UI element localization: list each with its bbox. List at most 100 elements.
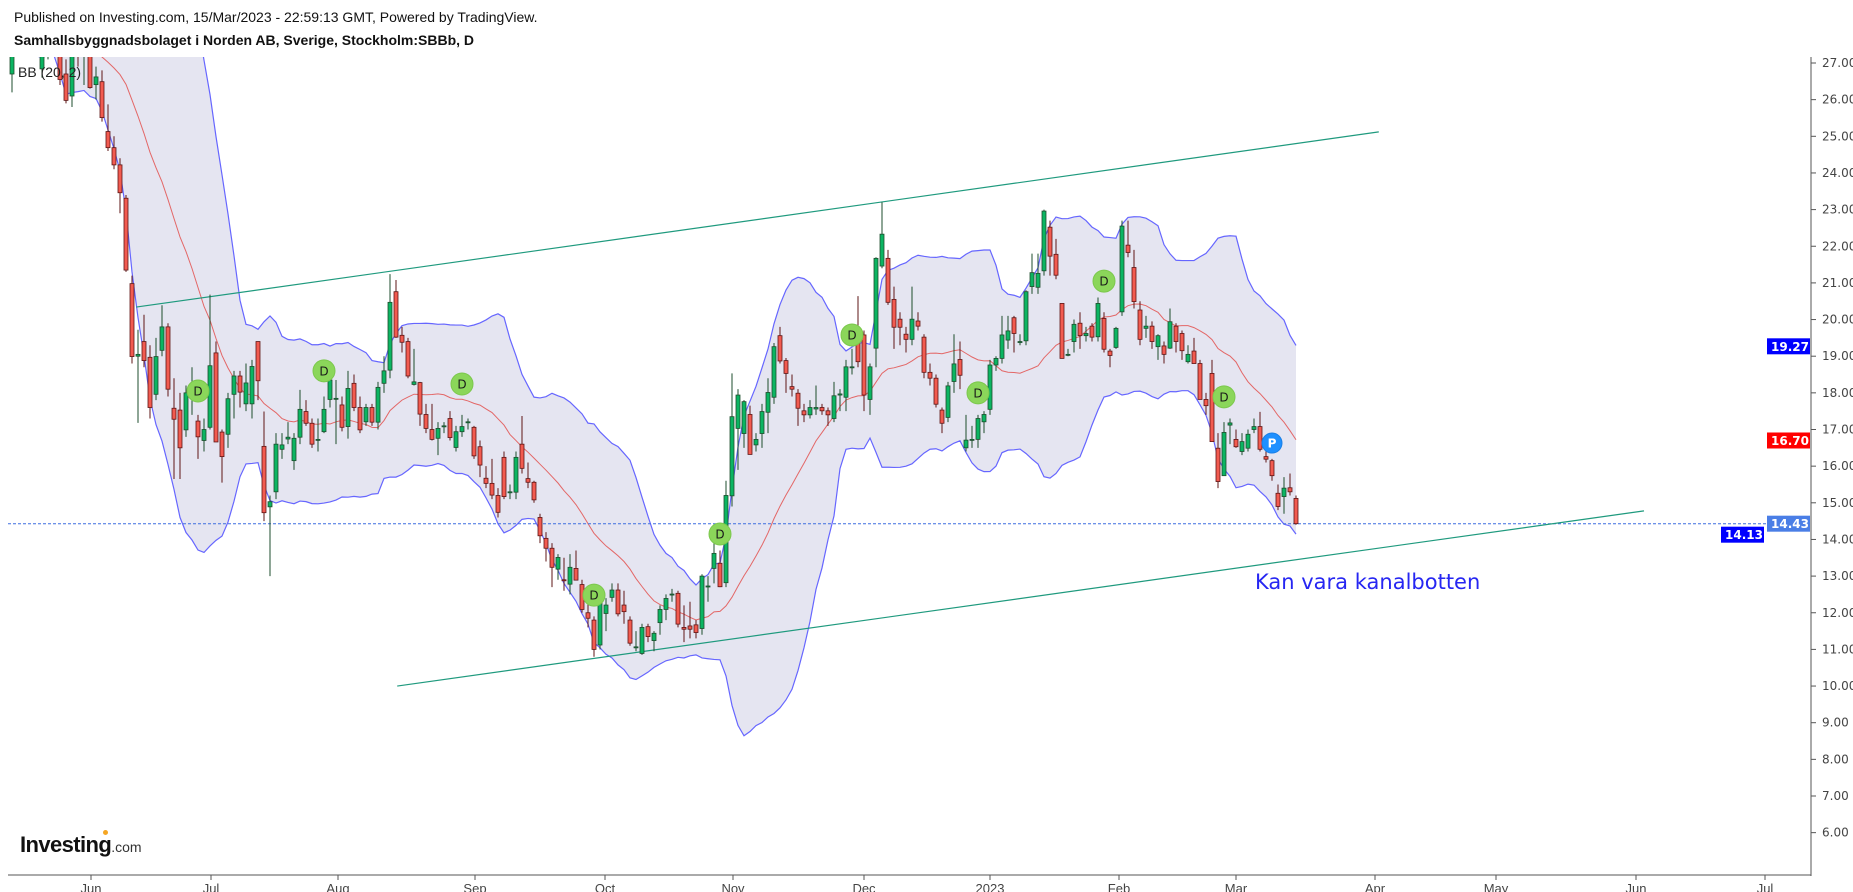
- candle: [1251, 418, 1257, 434]
- candle-body: [357, 407, 363, 431]
- candle-body: [117, 164, 123, 194]
- candle-body: [1203, 399, 1209, 407]
- candle-body: [525, 478, 531, 483]
- candle-body: [795, 392, 801, 409]
- candle-body: [507, 491, 513, 494]
- candle-body: [1293, 498, 1299, 525]
- candle: [573, 550, 579, 581]
- p-marker[interactable]: P: [1261, 432, 1283, 454]
- indicator-legend-bb[interactable]: BB (20, 2): [18, 64, 82, 80]
- candle-body: [1161, 345, 1167, 355]
- candle: [549, 543, 555, 588]
- candle-body: [729, 416, 735, 497]
- candle: [363, 403, 369, 426]
- price-tick-label: 11.00: [1822, 642, 1853, 656]
- candle-body: [123, 197, 129, 271]
- price-label-value: 19.27: [1771, 340, 1809, 354]
- candle: [16, 4, 20, 41]
- candle: [807, 400, 813, 419]
- candle: [927, 363, 933, 386]
- marker-label: D: [1099, 275, 1108, 289]
- dividend-marker[interactable]: D: [840, 323, 864, 347]
- candle-body: [609, 589, 615, 598]
- dividend-marker[interactable]: D: [966, 381, 990, 405]
- candle-body: [46, 34, 50, 45]
- marker-circle: [840, 323, 864, 347]
- candle: [783, 358, 789, 393]
- price-tick-label: 9.00: [1822, 716, 1849, 730]
- candle: [28, 4, 32, 37]
- price-tick-label: 17.00: [1822, 423, 1853, 437]
- candle: [477, 440, 483, 478]
- dividend-marker[interactable]: D: [450, 372, 474, 396]
- candle: [879, 202, 885, 269]
- candle-body: [573, 568, 579, 581]
- candle-body: [1077, 322, 1083, 337]
- candle: [489, 458, 495, 500]
- candle: [1173, 323, 1179, 353]
- candle-body: [813, 407, 819, 410]
- investing-logo: Investing.com: [20, 830, 142, 858]
- candle-body: [999, 334, 1005, 359]
- candle-body: [933, 377, 939, 405]
- candle: [1185, 345, 1191, 364]
- candle-body: [159, 326, 165, 351]
- candle: [825, 407, 831, 426]
- candle: [561, 557, 567, 591]
- trendline-lower[interactable]: [397, 510, 1645, 687]
- price-tick-label: 8.00: [1822, 752, 1849, 766]
- candle-body: [693, 624, 699, 633]
- candle: [1203, 392, 1209, 415]
- candle-body: [543, 537, 549, 549]
- candle-body: [249, 366, 255, 405]
- candle: [279, 433, 285, 459]
- candle-body: [891, 298, 897, 328]
- candle: [939, 407, 945, 434]
- candle-body: [849, 366, 855, 369]
- candle: [153, 337, 159, 401]
- trendline-upper[interactable]: [136, 131, 1379, 308]
- candle-body: [681, 627, 687, 630]
- dividend-marker[interactable]: D: [312, 359, 336, 383]
- candle-body: [411, 381, 417, 385]
- dividend-marker[interactable]: D: [708, 522, 732, 546]
- candle: [687, 601, 693, 639]
- dividend-marker[interactable]: D: [186, 379, 210, 403]
- candle-body: [1113, 327, 1119, 348]
- dividend-marker[interactable]: D: [582, 583, 606, 607]
- candle: [63, 59, 69, 104]
- chart-annotation-text[interactable]: Kan vara kanalbotten: [1255, 570, 1481, 594]
- price-tick-label: 12.00: [1822, 606, 1853, 620]
- candle: [915, 312, 921, 331]
- price-label-badge: 14.13: [1721, 526, 1764, 543]
- candle-body: [879, 233, 885, 267]
- candle-body: [267, 501, 273, 508]
- candle-body: [981, 414, 987, 423]
- time-tick-label: Oct: [595, 881, 616, 892]
- dividend-marker[interactable]: D: [1092, 269, 1116, 293]
- candle: [951, 334, 957, 393]
- candle-body: [759, 411, 765, 434]
- candle-body: [321, 408, 327, 433]
- candle-body: [1137, 309, 1143, 340]
- candle-body: [951, 363, 957, 382]
- dividend-marker[interactable]: D: [1212, 385, 1236, 409]
- candle: [1239, 433, 1245, 456]
- marker-label: D: [589, 589, 598, 603]
- candle-body: [429, 429, 435, 440]
- candle-body: [1239, 441, 1245, 452]
- candle-body: [555, 557, 561, 570]
- candle-body: [87, 57, 93, 88]
- candle: [903, 326, 909, 353]
- candle-body: [867, 366, 873, 400]
- candle-body: [1071, 323, 1077, 342]
- candle-body: [495, 495, 501, 513]
- candle-body: [1251, 426, 1257, 430]
- candle-body: [1083, 333, 1089, 337]
- time-tick-label: Jun: [81, 881, 102, 892]
- candle: [357, 396, 363, 434]
- time-tick-label: Jul: [203, 881, 220, 892]
- candle-body: [549, 547, 555, 568]
- candle: [381, 356, 387, 393]
